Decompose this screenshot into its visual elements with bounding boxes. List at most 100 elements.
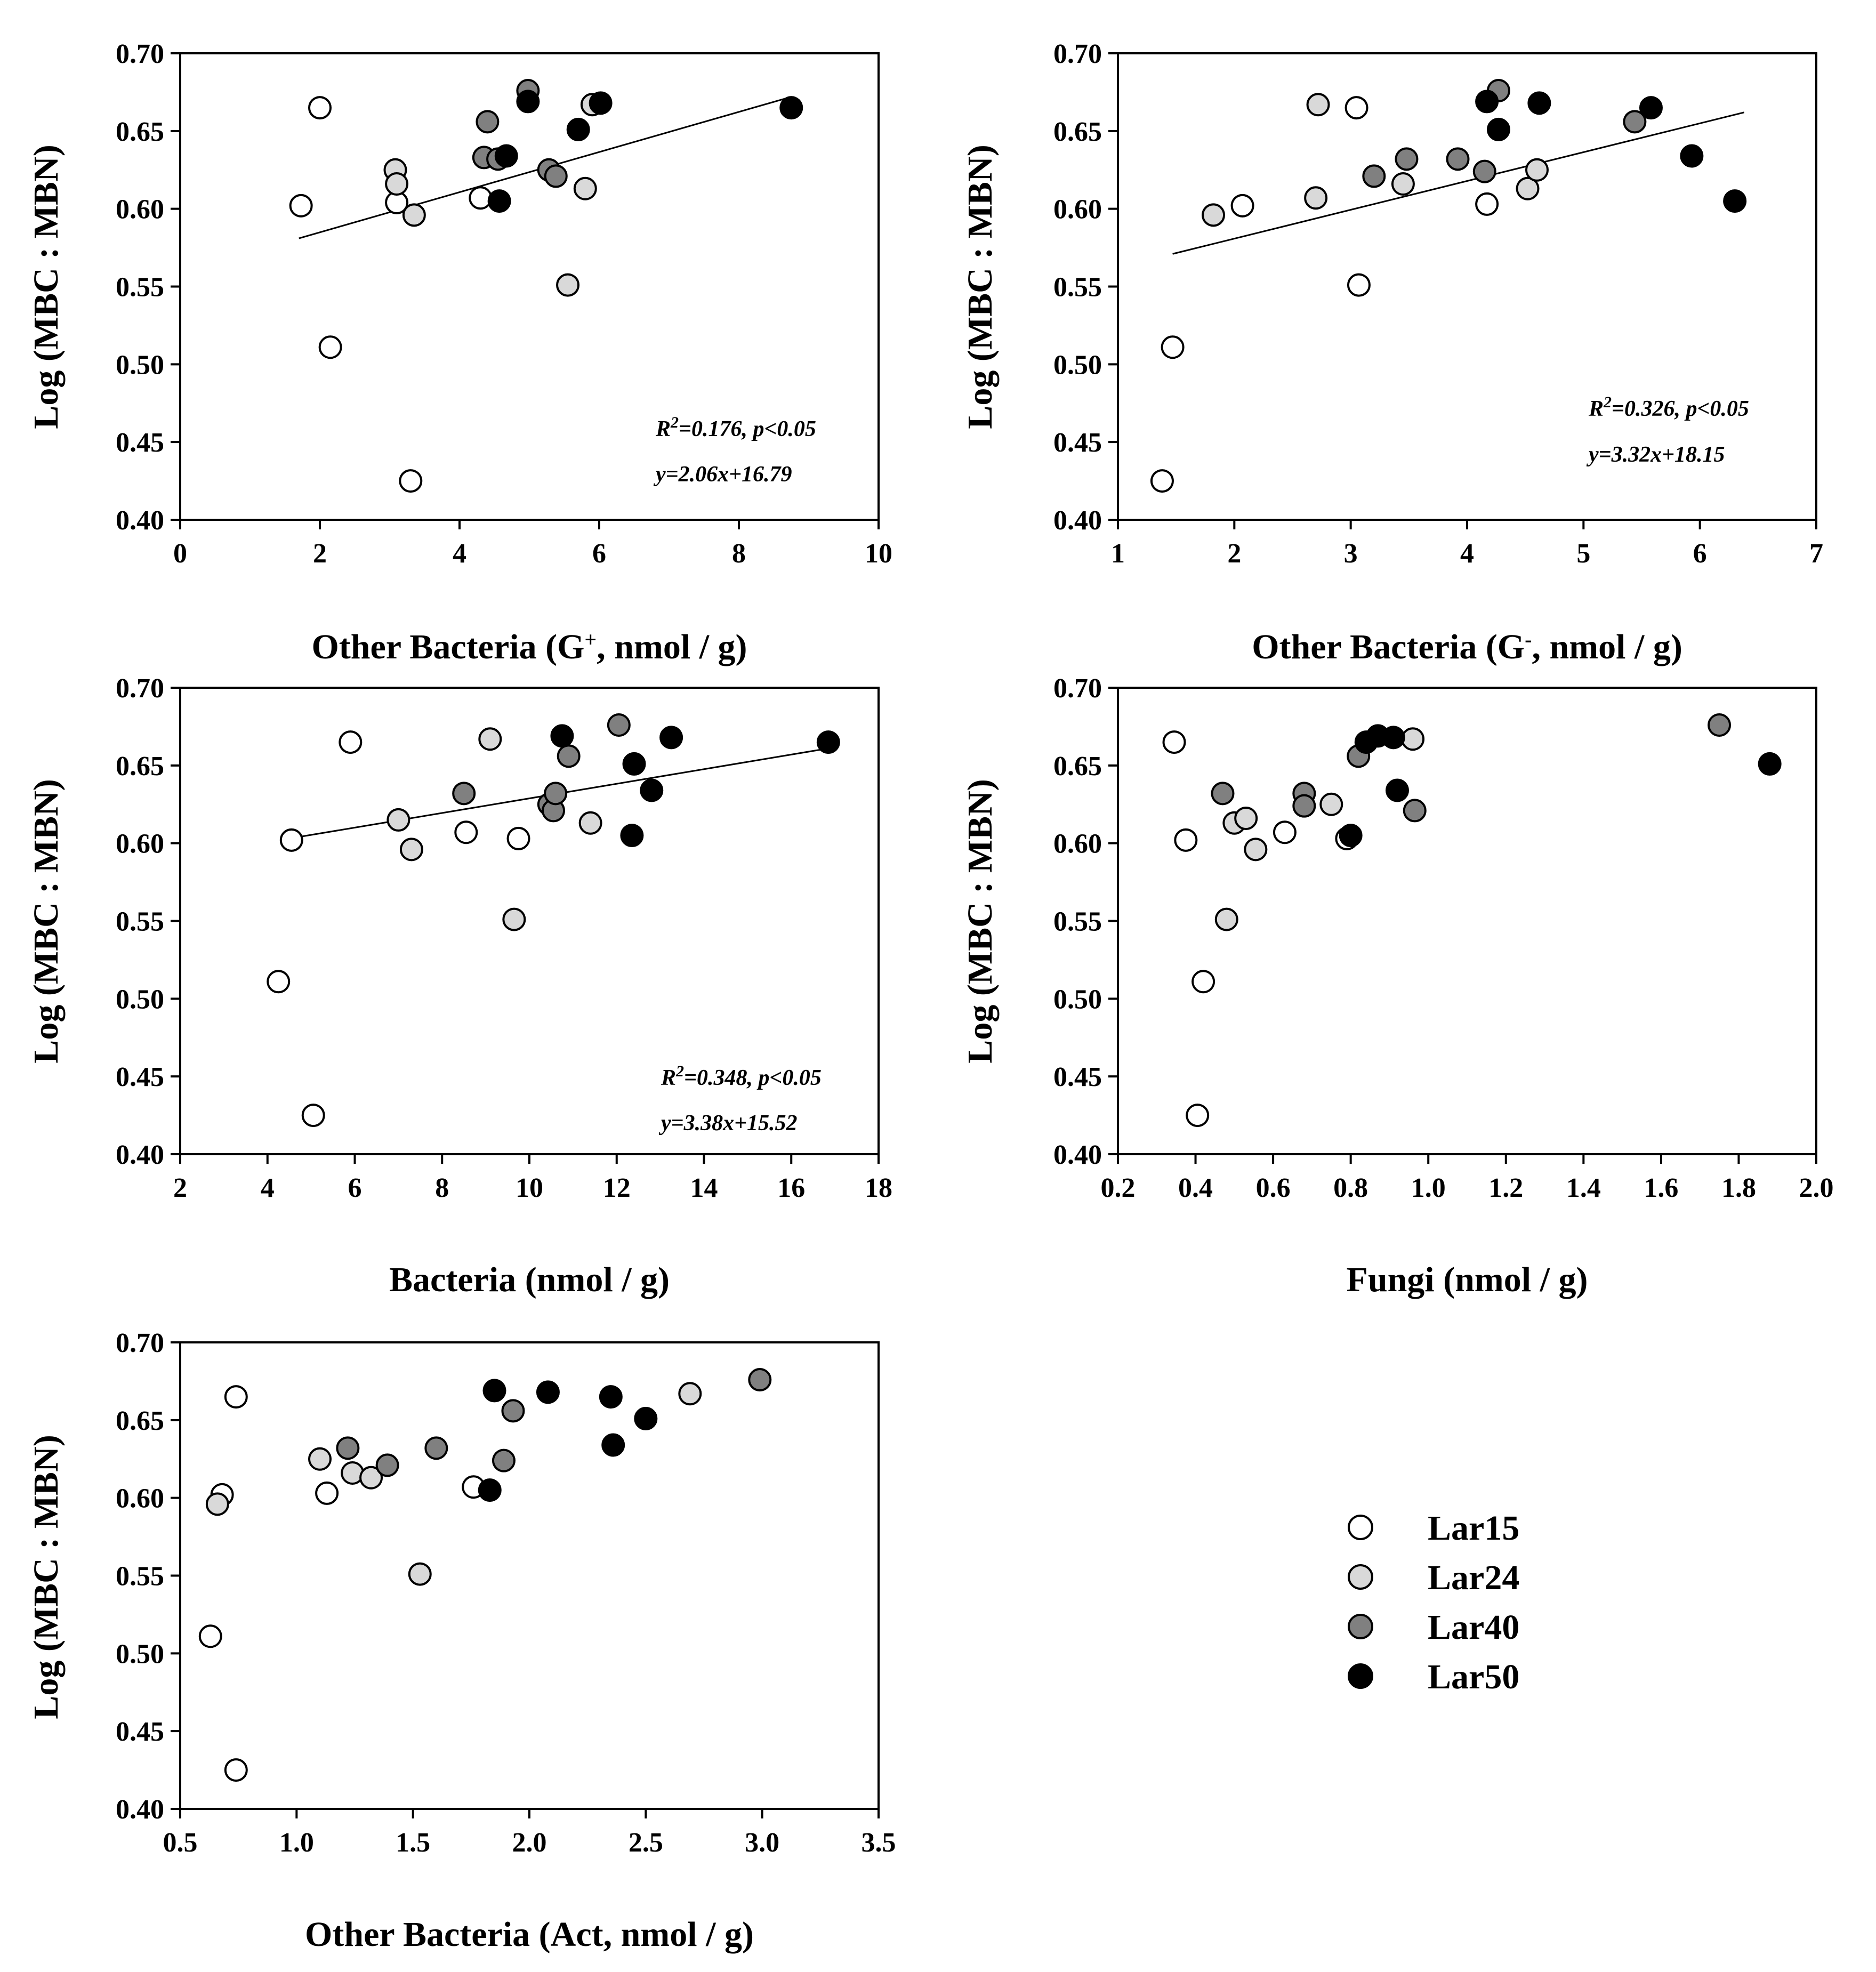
point-lar40 [748, 1368, 772, 1391]
x-tick-label: 3.0 [745, 1828, 779, 1858]
point-lar40 [1403, 799, 1427, 823]
x-tick-label: 0.5 [163, 1828, 198, 1858]
point-lar15 [1347, 273, 1371, 297]
point-lar24 [387, 808, 410, 832]
point-lar50 [816, 730, 840, 754]
point-lar40 [492, 1448, 516, 1472]
point-lar15 [301, 1104, 325, 1128]
point-lar15 [469, 186, 493, 210]
x-tick-label: 10 [516, 1173, 543, 1203]
regression-equation: y=3.38x+15.52 [658, 1111, 798, 1136]
y-tick-label: 0.55 [116, 907, 164, 937]
x-tick-label: 5 [1576, 538, 1590, 569]
y-tick-label: 0.60 [116, 829, 164, 859]
y-tick-label: 0.70 [1053, 673, 1102, 704]
point-lar24 [678, 1382, 702, 1406]
y-axis-label: Log (MBC : MBN) [961, 779, 1000, 1063]
x-axis-label: Bacteria (nmol / g) [389, 1260, 670, 1299]
panel-act-bacteria: Other Bacteria (Act, nmol / g) Log (MBC … [27, 1328, 896, 1954]
point-lar40 [557, 744, 581, 768]
point-lar40 [501, 1399, 525, 1423]
point-lar24 [1304, 186, 1328, 210]
x-tick-label: 1.0 [1411, 1173, 1446, 1203]
point-lar24 [1391, 172, 1415, 196]
y-tick-label: 0.45 [116, 1062, 164, 1092]
point-lar50 [601, 1433, 625, 1457]
legend-label-lar15: Lar15 [1428, 1509, 1519, 1548]
point-lar50 [659, 726, 683, 750]
y-tick-label: 0.65 [116, 1406, 164, 1436]
point-lar50 [487, 189, 511, 213]
point-lar15 [267, 970, 291, 994]
point-lar50 [1475, 90, 1499, 114]
x-tick-label: 0 [173, 538, 187, 569]
x-tick-label: 2.0 [1799, 1173, 1834, 1203]
y-tick-label: 0.70 [116, 1328, 164, 1358]
point-lar50 [536, 1380, 560, 1404]
y-tick-label: 0.50 [116, 350, 164, 380]
x-axis-label: Fungi (nmol / g) [1347, 1260, 1588, 1299]
point-lar24 [502, 907, 526, 931]
y-axis-label: Log (MBC : MBN) [961, 144, 1000, 429]
y-tick-label: 0.70 [116, 39, 164, 69]
point-lar15 [1475, 192, 1499, 216]
point-lar50 [1339, 824, 1363, 848]
y-tick-label: 0.55 [1053, 272, 1102, 303]
x-tick-label: 8 [435, 1173, 449, 1203]
r-squared-label: R2=0.326, p<0.05 [1588, 393, 1749, 422]
y-tick-label: 0.70 [1053, 39, 1102, 69]
point-lar40 [1395, 147, 1419, 171]
point-lar15 [289, 194, 313, 218]
point-lar15 [1186, 1104, 1210, 1128]
y-tick-label: 0.60 [1053, 195, 1102, 225]
point-lar50 [589, 91, 613, 115]
point-lar24 [1214, 907, 1238, 931]
point-lar40 [375, 1453, 399, 1477]
x-tick-label: 18 [865, 1173, 892, 1203]
point-lar40 [1708, 713, 1732, 737]
point-lar50 [566, 117, 590, 141]
point-lar15 [506, 826, 530, 850]
point-lar24 [478, 727, 502, 751]
x-tick-label: 2 [173, 1173, 187, 1203]
x-tick-label: 2.5 [629, 1828, 663, 1858]
point-lar15 [279, 828, 303, 852]
x-tick-label: 8 [732, 538, 746, 569]
point-lar50 [1680, 144, 1704, 168]
y-tick-label: 0.45 [1053, 1062, 1102, 1092]
point-lar40 [544, 164, 568, 188]
x-tick-label: 10 [865, 538, 892, 569]
x-tick-label: 1 [1111, 538, 1125, 569]
x-tick-label: 7 [1809, 538, 1823, 569]
y-tick-label: 0.50 [1053, 984, 1102, 1015]
x-tick-label: 3 [1344, 538, 1358, 569]
point-lar50 [1527, 91, 1551, 115]
point-lar24 [1234, 807, 1258, 830]
x-tick-label: 12 [603, 1173, 631, 1203]
point-lar50 [634, 1406, 658, 1430]
regression-equation: y=2.06x+16.79 [653, 462, 792, 487]
y-tick-label: 0.55 [1053, 907, 1102, 937]
y-tick-label: 0.40 [116, 1794, 164, 1825]
point-lar15 [1273, 820, 1297, 844]
point-lar40 [452, 782, 476, 806]
y-tick-label: 0.45 [1053, 428, 1102, 458]
point-lar15 [224, 1385, 248, 1409]
x-tick-label: 2 [313, 538, 327, 569]
point-lar24 [573, 176, 597, 200]
point-lar24 [385, 172, 409, 196]
regression-line [1172, 111, 1744, 255]
point-lar15 [315, 1481, 339, 1505]
y-tick-label: 0.65 [116, 117, 164, 147]
y-tick-label: 0.60 [1053, 829, 1102, 859]
point-lar15 [399, 469, 423, 493]
regression-equation: y=3.32x+18.15 [1586, 442, 1725, 467]
legend-marker-lar24 [1348, 1564, 1373, 1590]
legend-marker-lar15 [1348, 1515, 1373, 1540]
y-tick-label: 0.65 [116, 751, 164, 782]
point-lar24 [1401, 727, 1425, 751]
point-lar40 [1292, 794, 1316, 818]
y-tick-label: 0.40 [1053, 1140, 1102, 1170]
x-tick-label: 4 [1460, 538, 1474, 569]
